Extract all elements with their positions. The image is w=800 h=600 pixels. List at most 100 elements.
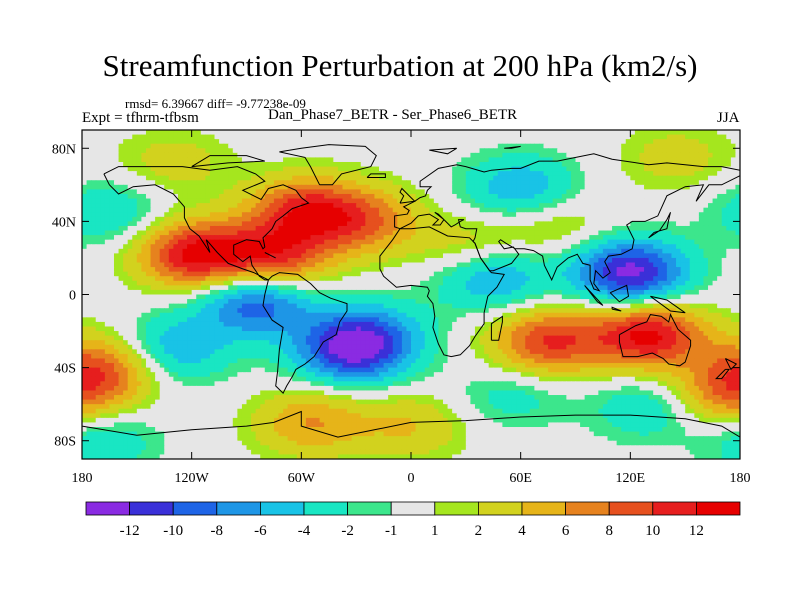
field-cell <box>109 280 115 286</box>
field-cell <box>287 221 293 227</box>
field-cell <box>200 262 206 268</box>
field-cell <box>141 276 147 282</box>
field-cell <box>529 276 535 282</box>
field-cell <box>168 207 174 213</box>
field-cell <box>223 221 229 227</box>
field-cell <box>95 157 101 163</box>
field-cell <box>607 203 613 209</box>
field-cell <box>447 189 453 195</box>
field-cell <box>561 189 567 195</box>
field-cell <box>625 257 631 264</box>
field-cell <box>657 271 663 277</box>
field-cell <box>639 171 645 177</box>
field-cell <box>593 139 599 145</box>
field-cell <box>283 267 289 273</box>
field-cell <box>607 166 613 172</box>
field-cell <box>529 280 535 286</box>
field-cell <box>91 148 97 154</box>
field-cell <box>296 230 302 236</box>
field-cell <box>228 180 234 186</box>
field-cell <box>465 161 471 168</box>
field-cell <box>493 262 499 268</box>
field-cell <box>191 216 197 222</box>
field-cell <box>315 157 321 163</box>
field-cell <box>237 253 243 259</box>
field-cell <box>292 184 298 190</box>
field-cell <box>223 171 229 177</box>
field-cell <box>173 248 179 254</box>
field-cell <box>351 180 357 186</box>
field-cell <box>310 193 316 200</box>
field-cell <box>666 230 673 236</box>
field-cell <box>644 257 650 264</box>
field-cell <box>630 139 636 145</box>
field-cell <box>575 175 581 181</box>
field-cell <box>191 134 197 140</box>
field-cell <box>113 143 120 149</box>
field-cell <box>113 166 120 172</box>
field-cell <box>433 280 440 286</box>
field-cell <box>100 193 106 200</box>
field-cell <box>552 193 558 200</box>
field-cell <box>356 152 362 159</box>
field-cell <box>598 212 604 218</box>
field-cell <box>548 267 554 273</box>
field-cell <box>164 280 170 286</box>
field-cell <box>662 148 668 154</box>
field-cell <box>589 175 595 181</box>
field-cell <box>296 225 302 232</box>
field-cell <box>438 175 444 181</box>
field-cell <box>241 130 248 136</box>
field-cell <box>113 235 120 241</box>
field-cell <box>283 230 289 236</box>
field-cell <box>383 134 389 140</box>
field-cell <box>173 267 179 273</box>
field-cell <box>411 148 417 154</box>
field-cell <box>730 139 737 145</box>
field-cell <box>255 262 261 268</box>
field-cell <box>283 189 289 195</box>
field-cell <box>730 235 737 241</box>
field-cell <box>401 193 408 200</box>
field-cell <box>566 198 572 204</box>
field-cell <box>529 212 535 218</box>
field-cell <box>113 262 120 268</box>
field-cell <box>580 166 586 172</box>
field-cell <box>397 152 403 159</box>
field-cell <box>319 276 325 282</box>
field-cell <box>452 276 458 282</box>
field-cell <box>612 221 618 227</box>
field-cell <box>118 198 124 204</box>
field-cell <box>543 152 549 159</box>
field-cell <box>337 175 344 181</box>
field-cell <box>557 271 563 277</box>
field-cell <box>342 230 348 236</box>
field-cell <box>319 189 325 195</box>
field-cell <box>205 285 211 291</box>
field-cell <box>717 225 723 232</box>
field-cell <box>698 257 705 264</box>
field-cell <box>159 189 165 195</box>
field-cell <box>342 280 348 286</box>
field-cell <box>347 189 353 195</box>
field-cell <box>187 198 193 204</box>
field-cell <box>525 262 531 268</box>
field-cell <box>315 262 321 268</box>
field-cell <box>164 267 170 273</box>
field-cell <box>196 285 202 291</box>
field-cell <box>150 184 156 190</box>
field-cell <box>219 253 225 259</box>
field-cell <box>552 225 558 232</box>
field-cell <box>625 235 631 241</box>
field-cell <box>223 235 229 241</box>
field-cell <box>388 193 394 200</box>
field-cell <box>424 193 430 200</box>
field-cell <box>177 221 184 227</box>
field-cell <box>644 203 650 209</box>
field-cell <box>369 248 376 254</box>
season-label: JJA <box>717 110 740 126</box>
field-cell <box>337 171 344 177</box>
field-cell <box>132 257 138 264</box>
field-cell <box>159 221 165 227</box>
field-cell <box>118 280 124 286</box>
